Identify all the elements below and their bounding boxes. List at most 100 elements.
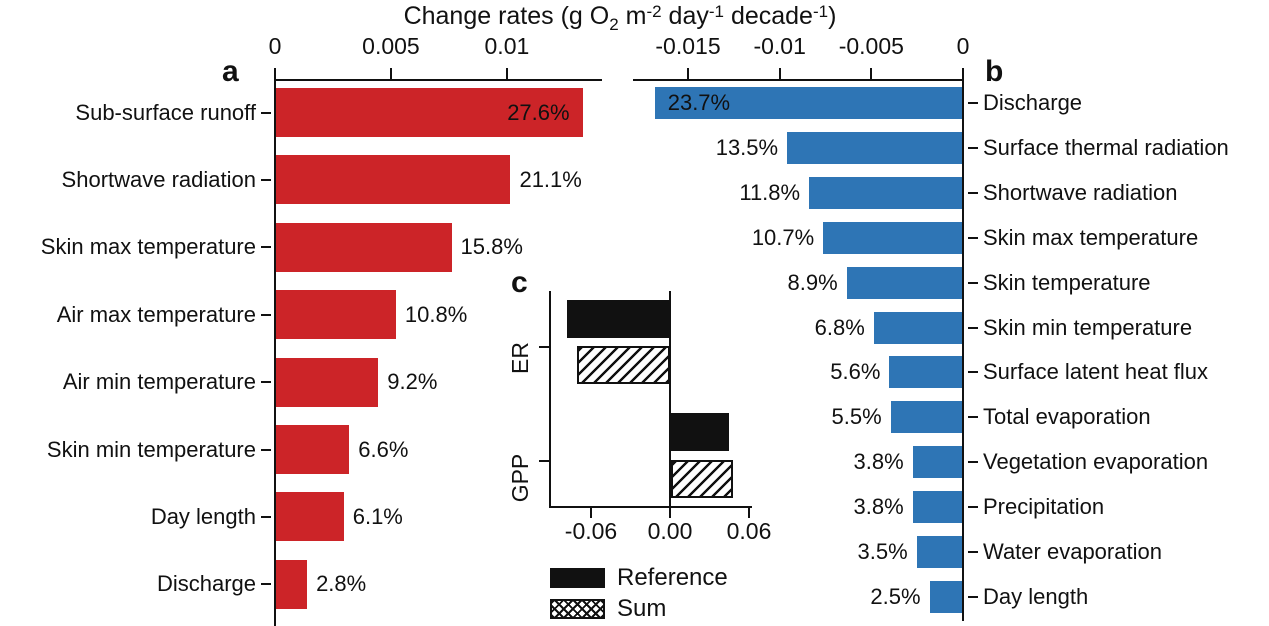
x-axis-tick [687, 68, 689, 79]
bar-sub-surface-runoff [276, 88, 583, 137]
bar-surface-latent-heat-flux [889, 356, 962, 389]
bar-skin-min-temperature [873, 311, 962, 344]
category-label-day-length: Day length [983, 583, 1089, 609]
category-label-day-length: Day length [150, 503, 256, 529]
category-tick [968, 146, 978, 149]
legend-label-reference: Reference [617, 564, 728, 591]
x-axis-tick [505, 68, 508, 79]
x-axis-tick-label: 0 [956, 33, 970, 59]
title-part: -1 [708, 2, 724, 21]
bar-skin-max-temperature [823, 221, 962, 254]
percent-label-shortwave-radiation: 21.1% [519, 166, 582, 192]
inset-x-tick-label: -0.06 [564, 518, 618, 544]
title-part: Change rates (g O [403, 2, 610, 30]
percent-label-sub-surface-runoff: 27.6% [507, 99, 570, 125]
inset-x-tick [748, 508, 750, 518]
y-axis-line [274, 79, 276, 626]
inset-x-axis-line [549, 506, 752, 508]
x-axis-tick-label: 0 [268, 33, 282, 59]
title-part: day [661, 2, 709, 30]
inset-x-tick-label: 0.00 [647, 518, 693, 544]
inset-bar-reference-gpp [671, 413, 729, 451]
percent-label-surface-thermal-radiation: 13.5% [715, 134, 779, 160]
x-axis-tick-label: 0.01 [484, 33, 530, 59]
category-tick [968, 506, 978, 509]
inset-category-label-er: ER [506, 342, 533, 374]
bar-shortwave-radiation [276, 155, 511, 205]
category-label-skin-min-temperature: Skin min temperature [46, 436, 256, 462]
x-axis-tick [962, 68, 964, 79]
category-label-skin-max-temperature: Skin max temperature [40, 234, 256, 260]
percent-label-surface-latent-heat-flux: 5.6% [830, 359, 881, 385]
category-label-skin-temperature: Skin temperature [983, 269, 1151, 295]
x-axis-tick [778, 68, 781, 79]
bar-day-length [276, 492, 344, 542]
inset-bar-sum-er [576, 346, 670, 384]
category-tick [261, 313, 271, 316]
bar-vegetation-evaporation [912, 446, 962, 479]
percent-label-skin-min-temperature: 6.8% [814, 314, 865, 340]
legend-label-sum: Sum [617, 595, 667, 622]
category-tick [261, 246, 271, 249]
category-label-air-min-temperature: Air min temperature [62, 369, 256, 395]
percent-label-skin-max-temperature: 10.7% [751, 224, 815, 250]
bar-air-max-temperature [276, 290, 396, 340]
bar-surface-thermal-radiation [787, 131, 962, 164]
bar-precipitation [912, 491, 962, 524]
category-tick [968, 416, 978, 419]
x-axis-tick [274, 68, 276, 79]
x-axis-tick-label: -0.01 [753, 33, 806, 59]
bar-total-evaporation [890, 401, 962, 434]
category-tick [968, 102, 978, 104]
bar-skin-temperature [846, 266, 962, 299]
category-label-surface-thermal-radiation: Surface thermal radiation [983, 134, 1229, 160]
title-part: m [618, 2, 647, 30]
category-tick [261, 515, 271, 518]
panel-c-letter: c [511, 266, 528, 299]
category-label-surface-latent-heat-flux: Surface latent heat flux [983, 359, 1209, 385]
percent-label-water-evaporation: 3.5% [857, 539, 908, 564]
category-tick [968, 595, 978, 598]
inset-bar-sum-gpp [671, 460, 733, 498]
panel-a-letter: a [222, 55, 239, 88]
category-label-water-evaporation: Water evaporation [983, 539, 1162, 564]
x-axis-tick-label: 0.005 [362, 33, 420, 59]
bar-skin-max-temperature [276, 222, 452, 272]
bar-shortwave-radiation [809, 176, 962, 209]
inset-zero-line [669, 291, 671, 508]
category-label-sub-surface-runoff: Sub-surface runoff [75, 99, 256, 125]
percent-label-skin-min-temperature: 6.6% [358, 436, 409, 462]
x-axis-tick [870, 68, 873, 79]
inset-category-label-gpp: GPP [506, 453, 533, 503]
reference-solid-swatch [550, 568, 605, 588]
inset-x-tick-label: 0.06 [726, 518, 772, 544]
category-tick [968, 461, 978, 464]
category-label-air-max-temperature: Air max temperature [56, 301, 256, 327]
inset-bar-reference-er [567, 300, 670, 338]
title-part: 2 [609, 15, 619, 34]
percent-label-day-length: 2.5% [870, 583, 921, 609]
bar-air-min-temperature [276, 357, 379, 407]
category-tick [261, 111, 271, 114]
title-part: -1 [812, 2, 829, 21]
panel-b-letter: b [985, 55, 1004, 88]
percent-label-skin-temperature: 8.9% [787, 269, 838, 295]
category-tick [261, 448, 271, 451]
bar-water-evaporation [916, 536, 962, 568]
percent-label-day-length: 6.1% [352, 503, 403, 529]
inset-x-tick [669, 508, 671, 518]
x-axis-tick-label: -0.005 [838, 33, 904, 59]
category-label-discharge: Discharge [983, 90, 1083, 115]
bar-skin-min-temperature [276, 425, 350, 474]
percent-label-discharge: 23.7% [667, 90, 731, 115]
title-part: ) [828, 2, 837, 30]
category-tick [261, 381, 271, 384]
shared-x-axis-title: Change rates (g O2 m-2 day-1 decade-1) [270, 2, 970, 35]
title-part: -2 [646, 2, 662, 21]
inset-x-tick [590, 508, 592, 518]
category-label-shortwave-radiation: Shortwave radiation [61, 166, 256, 192]
percent-label-precipitation: 3.8% [853, 494, 904, 520]
